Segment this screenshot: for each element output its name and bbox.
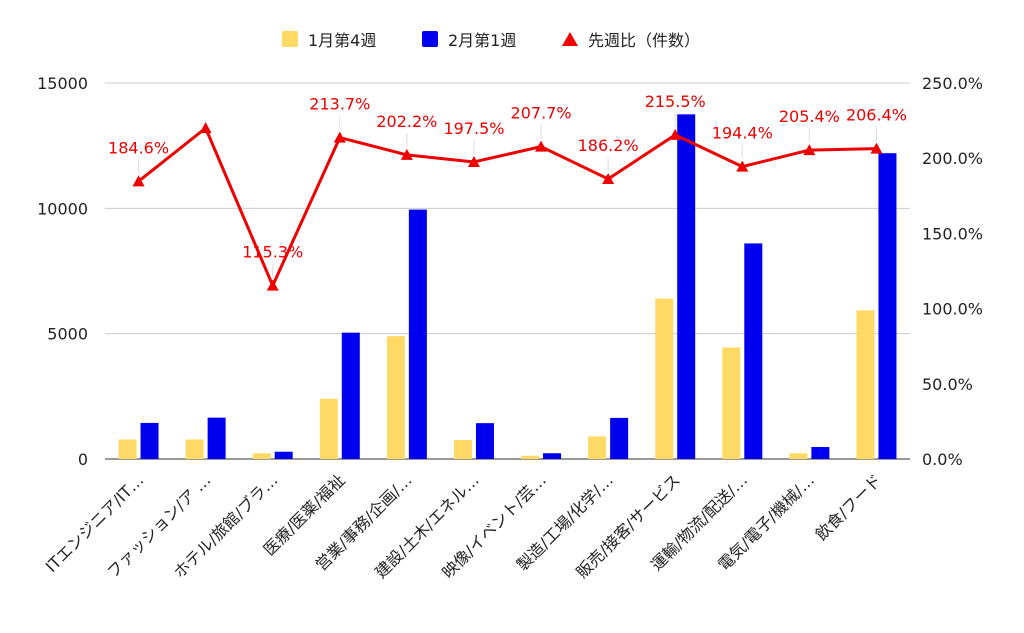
legend-swatch (422, 31, 438, 47)
line-point-marker (736, 160, 749, 172)
line-point-marker (535, 140, 548, 152)
data-label: 115.3% (242, 243, 303, 262)
bar-series-2 (274, 451, 293, 459)
y-left-tick-label: 15000 (37, 74, 88, 93)
line-point-marker (467, 155, 480, 167)
data-label: 197.5% (443, 119, 504, 138)
bar-series-1 (655, 298, 674, 459)
data-label: 207.7% (511, 104, 572, 123)
legend-item-series-2[interactable]: 2月第1週 (422, 24, 516, 54)
line-point-marker (669, 128, 682, 140)
line-point-marker (266, 279, 279, 291)
bar-series-1 (386, 336, 405, 459)
y-left-tick-label: 10000 (37, 199, 88, 218)
bar-series-1 (453, 439, 472, 459)
bar-series-1 (588, 436, 607, 459)
legend-label: 先週比（件数） (588, 31, 701, 50)
bar-series-1 (319, 398, 338, 459)
bar-series-2 (207, 417, 226, 459)
y-right-tick-label: 0.0% (922, 450, 963, 469)
bar-series-1 (252, 453, 271, 459)
data-label: 202.2% (376, 112, 437, 131)
legend: 1月第4週 2月第1週 先週比（件数） (0, 24, 1024, 54)
x-tick-label: 飲食/フード (811, 470, 885, 544)
bar-series-2 (140, 422, 159, 459)
bar-series-2 (878, 153, 897, 460)
legend-label: 1月第4週 (308, 31, 377, 50)
y-left-tick-label: 0 (78, 450, 88, 469)
y-right-tick-label: 150.0% (922, 224, 983, 243)
bar-series-2 (475, 423, 494, 459)
data-label: 213.7% (309, 95, 370, 114)
legend-item-series-3[interactable]: 先週比（件数） (562, 24, 700, 54)
line-point-marker (870, 142, 883, 154)
line-point-marker (199, 122, 212, 134)
bar-series-2 (543, 453, 562, 459)
y-right-tick-label: 100.0% (922, 300, 983, 319)
data-label: 184.6% (108, 138, 169, 157)
line-point-marker (400, 148, 413, 160)
y-left-tick-label: 5000 (47, 325, 88, 344)
legend-swatch (282, 31, 298, 47)
bar-series-1 (185, 439, 204, 459)
legend-item-series-1[interactable]: 1月第4週 (282, 24, 376, 54)
bar-series-1 (521, 455, 540, 459)
bar-series-1 (118, 439, 137, 459)
y-right-tick-label: 50.0% (922, 375, 973, 394)
line-point-marker (803, 144, 816, 156)
bar-series-2 (610, 417, 629, 459)
data-label: 215.5% (645, 92, 706, 111)
bar-series-1 (789, 453, 808, 459)
bar-series-2 (677, 114, 696, 459)
bar-series-2 (341, 332, 360, 459)
bar-series-1 (722, 347, 741, 459)
line-point-marker (132, 175, 145, 187)
bar-series-2 (811, 446, 830, 459)
y-right-tick-label: 200.0% (922, 149, 983, 168)
data-label: 205.4% (779, 107, 840, 126)
bar-series-2 (744, 243, 763, 459)
data-label: 206.4% (846, 106, 907, 125)
data-label: 194.4% (712, 124, 773, 143)
y-right-tick-label: 250.0% (922, 74, 983, 93)
bar-series-1 (856, 310, 875, 459)
data-label: 186.2% (578, 136, 639, 155)
bar-series-2 (408, 209, 427, 459)
triangle-marker-icon (562, 32, 578, 46)
line-point-marker (602, 172, 615, 184)
line-point-marker (333, 131, 346, 143)
line-series-3 (137, 126, 877, 288)
legend-label: 2月第1週 (448, 31, 517, 50)
